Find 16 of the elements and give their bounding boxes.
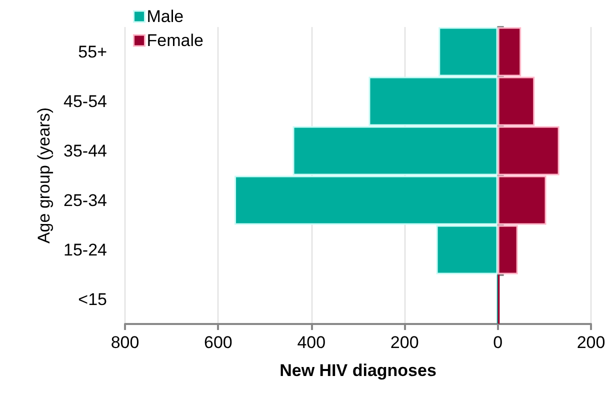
x-tick-label: 800 [110,333,140,352]
legend-label: Male [146,7,184,26]
y-tick-label: 35-44 [64,141,107,160]
x-tick-label: 400 [297,333,326,352]
y-tick-label: <15 [78,290,107,309]
y-tick-label: 15-24 [64,240,107,260]
legend-label: Female [146,31,204,50]
y-axis-title: Age group (years) [34,107,54,244]
x-tick-label: 200 [390,333,419,352]
y-tick-label: 45-54 [64,92,107,111]
y-tick-label: 55+ [78,42,108,62]
x-tick-label: 200 [576,333,606,352]
x-tick-label: 600 [204,333,232,352]
x-axis-title: New HIV diagnoses [280,361,436,380]
y-tick-label: 25-34 [64,190,107,210]
x-tick-label: 0 [493,333,503,352]
